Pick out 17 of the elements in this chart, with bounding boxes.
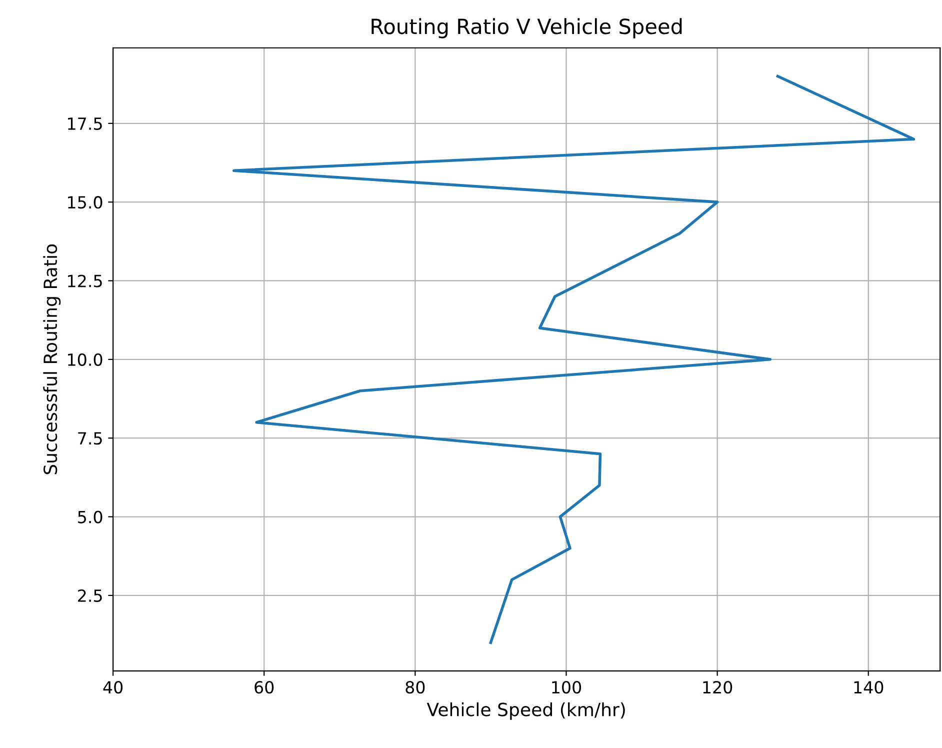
chart-title: Routing Ratio V Vehicle Speed: [372, 18, 682, 38]
x-axis-title: Vehicle Speed (km/hr): [426, 702, 625, 720]
y-tick-label: 2.5: [78, 589, 102, 602]
y-tick-label: 15.0: [68, 196, 102, 209]
y-tick-label: 7.5: [78, 432, 102, 445]
x-tick-label: 80: [406, 680, 425, 694]
y-tick-label: 12.5: [68, 274, 102, 288]
x-tick-label: 100: [552, 680, 582, 694]
x-tick-label: 60: [254, 680, 274, 694]
line-series: [232, 74, 916, 644]
x-tick-label: 120: [703, 680, 732, 694]
x-tick-label: 140: [854, 680, 884, 694]
y-tick-label: 17.5: [68, 118, 102, 130]
y-axis-title: Successsful Routing Ratio: [43, 244, 61, 474]
y-tick-label: 5.0: [78, 510, 102, 524]
y-tick-label: 10.0: [68, 353, 102, 366]
x-tick-label: 40: [103, 680, 123, 694]
